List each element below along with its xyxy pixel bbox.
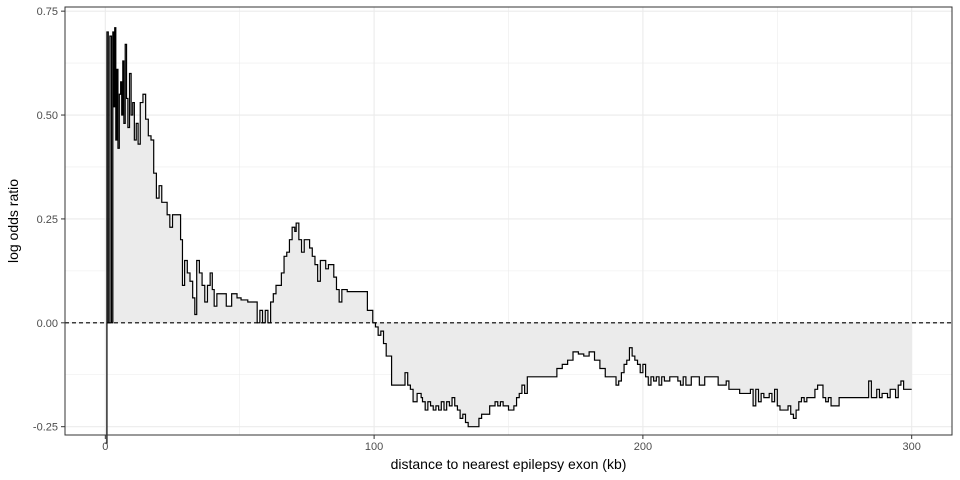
x-tick-label: 300: [903, 441, 921, 453]
x-tick-label: 200: [634, 441, 652, 453]
y-tick-label: 0.25: [37, 214, 58, 226]
series-line: [105, 27, 912, 444]
y-tick-label: 0.00: [37, 318, 58, 330]
x-tick-label: 0: [102, 441, 108, 453]
line-layer: [105, 27, 912, 444]
x-tick-label: 100: [365, 441, 383, 453]
y-tick-label: 0.75: [37, 6, 58, 18]
axis-layer: 0 100 200 300 -0.25 0.00 0.25 0.50 0.75: [33, 6, 921, 453]
y-axis-title: log odds ratio: [5, 179, 21, 263]
panel-border: [64, 6, 953, 436]
y-tick-label: -0.25: [33, 422, 58, 434]
fill-layer: [105, 27, 912, 444]
series-area-fill: [105, 27, 912, 444]
x-axis-title: distance to nearest epilepsy exon (kb): [391, 456, 627, 472]
y-tick-label: 0.50: [37, 110, 58, 122]
